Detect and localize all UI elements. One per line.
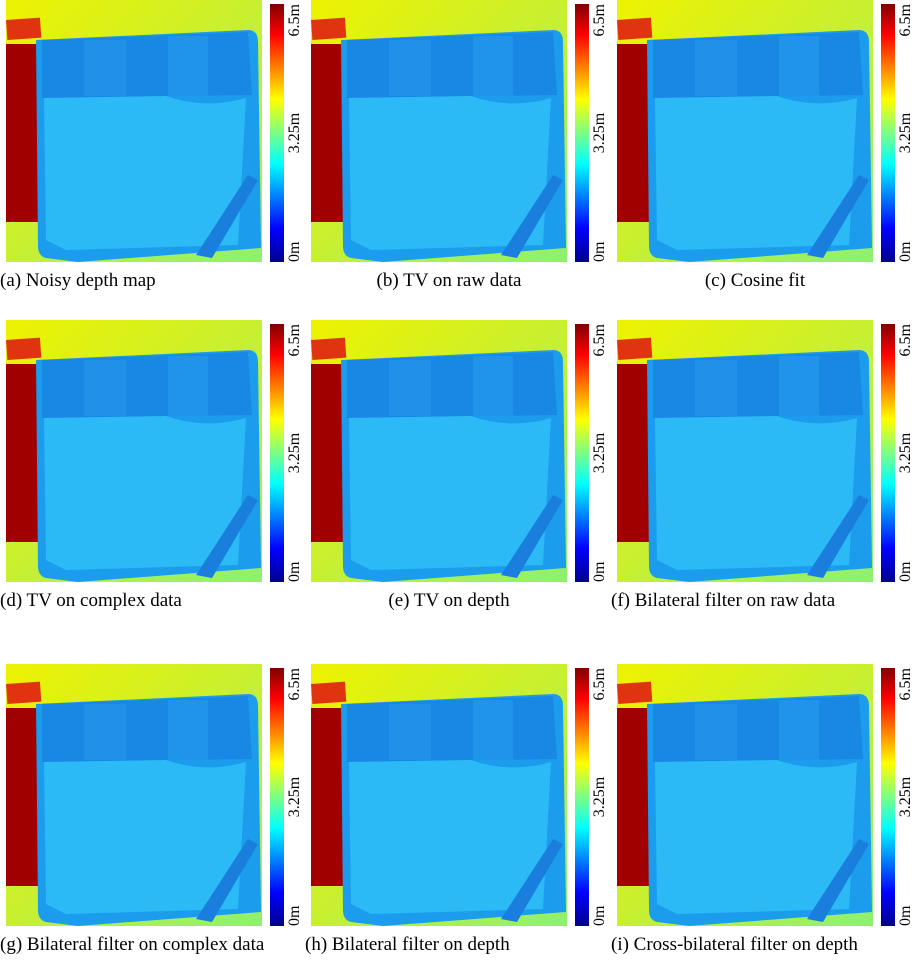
colorbar-label: 6.5m xyxy=(591,667,608,700)
colorbar xyxy=(881,324,895,582)
colorbar xyxy=(270,668,284,926)
caption: (i) Cross-bilateral filter on depth xyxy=(611,932,899,958)
panel: 6.5m 3.25m 0m (a) Noisy depth map xyxy=(0,0,305,294)
colorbar-label: 0m xyxy=(591,241,608,262)
depth-figure: 6.5m 3.25m 0m xyxy=(0,664,305,926)
caption: (f) Bilateral filter on raw data xyxy=(611,588,899,614)
colorbar-label: 6.5m xyxy=(897,323,914,356)
depth-figure: 6.5m 3.25m 0m xyxy=(305,664,610,926)
depth-map xyxy=(311,320,567,582)
colorbar xyxy=(270,324,284,582)
colorbar-label: 0m xyxy=(897,241,914,262)
colorbar-label: 3.25m xyxy=(286,112,303,153)
panel: 6.5m 3.25m 0m (c) Cosine fit xyxy=(611,0,916,294)
depth-figure: 6.5m 3.25m 0m xyxy=(611,0,916,262)
panel: 6.5m 3.25m 0m (b) TV on raw data xyxy=(305,0,610,294)
colorbar-label: 3.25m xyxy=(286,432,303,473)
panel: 6.5m 3.25m 0m (h) Bilateral filter on depth xyxy=(305,664,610,958)
colorbar xyxy=(270,4,284,262)
caption: (c) Cosine fit xyxy=(611,268,899,294)
caption: (b) TV on raw data xyxy=(305,268,593,294)
depth-map xyxy=(6,664,262,926)
depth-map xyxy=(6,0,262,262)
colorbar-label: 6.5m xyxy=(897,667,914,700)
depth-figure: 6.5m 3.25m 0m xyxy=(611,664,916,926)
colorbar-label: 3.25m xyxy=(897,776,914,817)
colorbar xyxy=(881,4,895,262)
panel: 6.5m 3.25m 0m (i) Cross-bilateral filter on… xyxy=(611,664,916,958)
colorbar-label: 0m xyxy=(897,561,914,582)
colorbar-label: 6.5m xyxy=(286,323,303,356)
depth-figure: 6.5m 3.25m 0m xyxy=(0,320,305,582)
colorbar-label: 3.25m xyxy=(897,432,914,473)
depth-map xyxy=(617,320,873,582)
colorbar-label: 0m xyxy=(591,905,608,926)
colorbar-label: 0m xyxy=(897,905,914,926)
depth-map xyxy=(6,320,262,582)
figure: 6.5m 3.25m 0m (a) Noisy depth map 6.5m 3.25m 0… xyxy=(0,0,924,978)
colorbar xyxy=(575,4,589,262)
depth-map xyxy=(617,664,873,926)
panel: 6.5m 3.25m 0m (g) Bilateral filter on compl… xyxy=(0,664,305,958)
caption: (d) TV on complex data xyxy=(0,588,288,614)
depth-figure: 6.5m 3.25m 0m xyxy=(611,320,916,582)
depth-figure: 6.5m 3.25m 0m xyxy=(0,0,305,262)
caption: (a) Noisy depth map xyxy=(0,268,288,294)
colorbar xyxy=(575,324,589,582)
depth-map xyxy=(311,0,567,262)
colorbar-label: 0m xyxy=(591,561,608,582)
colorbar-label: 0m xyxy=(286,241,303,262)
caption: (e) TV on depth xyxy=(305,588,593,614)
colorbar-label: 0m xyxy=(286,905,303,926)
colorbar-label: 3.25m xyxy=(286,776,303,817)
panel: 6.5m 3.25m 0m (e) TV on depth xyxy=(305,320,610,614)
colorbar-label: 3.25m xyxy=(591,432,608,473)
depth-figure: 6.5m 3.25m 0m xyxy=(305,0,610,262)
colorbar-label: 6.5m xyxy=(591,323,608,356)
colorbar-label: 6.5m xyxy=(591,3,608,36)
caption: (h) Bilateral filter on depth xyxy=(305,932,593,958)
colorbar xyxy=(575,668,589,926)
colorbar-label: 3.25m xyxy=(591,776,608,817)
depth-map xyxy=(311,664,567,926)
depth-figure: 6.5m 3.25m 0m xyxy=(305,320,610,582)
colorbar xyxy=(881,668,895,926)
colorbar-label: 6.5m xyxy=(286,3,303,36)
colorbar-label: 3.25m xyxy=(591,112,608,153)
colorbar-label: 0m xyxy=(286,561,303,582)
colorbar-label: 6.5m xyxy=(897,3,914,36)
colorbar-label: 6.5m xyxy=(286,667,303,700)
depth-map xyxy=(617,0,873,262)
panel: 6.5m 3.25m 0m (f) Bilateral filter on raw d… xyxy=(611,320,916,614)
colorbar-label: 3.25m xyxy=(897,112,914,153)
panel: 6.5m 3.25m 0m (d) TV on complex data xyxy=(0,320,305,614)
caption: (g) Bilateral filter on complex data xyxy=(0,932,288,958)
